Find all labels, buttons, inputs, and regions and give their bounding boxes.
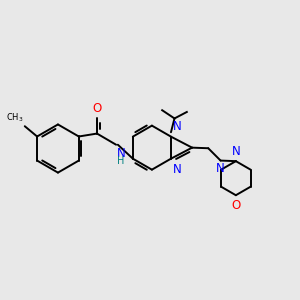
Text: CH$_3$: CH$_3$ <box>6 112 24 124</box>
Text: O: O <box>92 102 102 115</box>
Text: N: N <box>173 163 182 176</box>
Text: N: N <box>232 145 240 158</box>
Text: N: N <box>216 162 225 175</box>
Text: N: N <box>173 119 182 133</box>
Text: O: O <box>231 199 241 212</box>
Text: H: H <box>117 156 124 166</box>
Text: N: N <box>117 147 125 160</box>
